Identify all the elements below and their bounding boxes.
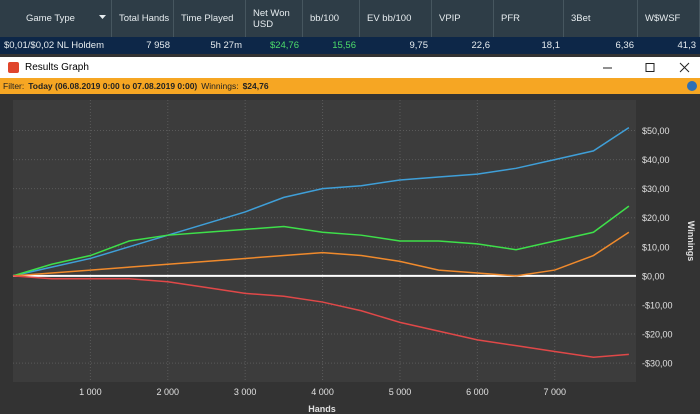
- window-title: Results Graph: [25, 62, 89, 73]
- header-text: 3Bet: [571, 13, 591, 24]
- table-cell: 9,75: [409, 40, 429, 51]
- y-tick-label: $20,00: [642, 213, 670, 223]
- plot-area: [13, 100, 636, 382]
- header-text: Game Type: [26, 13, 75, 24]
- column-header[interactable]: PFR: [494, 0, 564, 37]
- header-text: Net Won USD: [253, 7, 290, 30]
- x-tick-label: 1 000: [79, 387, 102, 397]
- table-cell: 7 958: [146, 40, 170, 51]
- column-header[interactable]: Game Type: [0, 0, 112, 37]
- y-axis-label: Winnings: [686, 221, 696, 261]
- table-row[interactable]: $0,01/$0,02 NL Holdem 7 958 5h 27m $24,76 15…: [0, 37, 700, 54]
- series-line: [12, 126, 630, 277]
- column-header[interactable]: bb/100: [303, 0, 360, 37]
- table-cell: 18,1: [541, 40, 561, 51]
- header-text: W$WSF: [645, 13, 681, 24]
- x-tick-label: 7 000: [543, 387, 566, 397]
- column-header[interactable]: Total Hands: [112, 0, 174, 37]
- table-cell: $0,01/$0,02 NL Holdem: [4, 40, 104, 51]
- table-cell: 41,3: [677, 40, 697, 51]
- column-header[interactable]: W$WSF: [638, 0, 700, 37]
- winnings-value: $24,76: [242, 81, 269, 91]
- x-tick-label: 2 000: [157, 387, 180, 397]
- winnings-label: Winnings:: [201, 81, 239, 91]
- x-tick-label: 5 000: [389, 387, 412, 397]
- column-header[interactable]: Time Played: [174, 0, 246, 37]
- y-tick-label: $50,00: [642, 126, 670, 136]
- table-cell: 15,56: [332, 40, 356, 51]
- window-titlebar: Results Graph: [0, 57, 700, 78]
- close-button[interactable]: [679, 62, 690, 73]
- header-text: Time Played: [181, 13, 234, 24]
- column-header[interactable]: EV bb/100: [360, 0, 432, 37]
- x-tick-label: 3 000: [234, 387, 257, 397]
- header-text: VPIP: [439, 13, 461, 24]
- column-header[interactable]: Net Won USD: [246, 0, 303, 37]
- x-tick-label: 6 000: [466, 387, 489, 397]
- column-header[interactable]: VPIP: [432, 0, 494, 37]
- table-cell: $24,76: [269, 40, 299, 51]
- help-icon[interactable]: [687, 81, 697, 91]
- header-text: Total Hands: [119, 13, 170, 24]
- header-text: PFR: [501, 13, 520, 24]
- x-axis-label: Hands: [308, 404, 336, 414]
- dropdown-arrow[interactable]: [99, 15, 107, 21]
- y-tick-label: $10,00: [642, 242, 670, 252]
- chart: -$30,00 -$20,00 -$10,00 $0,00 $10,00 $20,00 $3…: [0, 94, 700, 414]
- table-cell: 5h 27m: [210, 40, 242, 51]
- maximize-button[interactable]: [645, 63, 655, 72]
- titlebar-icons: [8, 62, 690, 73]
- y-tick-label: -$20,00: [642, 330, 673, 340]
- table-cell: 6,36: [615, 40, 635, 51]
- series-line: [12, 275, 629, 359]
- table-cell: 22,6: [471, 40, 491, 51]
- column-header[interactable]: 3Bet: [564, 0, 638, 37]
- series-line: [12, 205, 630, 277]
- table-header: Game Type Total Hands Time Played Net Won U…: [0, 0, 700, 37]
- y-tick-label: -$10,00: [642, 300, 673, 310]
- y-tick-label: $30,00: [642, 184, 670, 194]
- y-tick-label: $0,00: [642, 271, 665, 281]
- filter-range: Today (06.08.2019 0:00 to 07.08.2019 0:0…: [28, 81, 198, 91]
- y-tick-label: $40,00: [642, 155, 670, 165]
- y-tick-label: -$30,00: [642, 359, 673, 369]
- x-tick-label: 4 000: [311, 387, 334, 397]
- header-text: bb/100: [310, 13, 340, 24]
- filter-bar: Filter: Today (06.08.2019 0:00 to 07.08.…: [0, 78, 700, 94]
- series-line: [12, 231, 630, 277]
- header-text: EV bb/100: [367, 13, 412, 24]
- app-icon: [8, 62, 19, 73]
- filter-label: Filter:: [3, 81, 25, 91]
